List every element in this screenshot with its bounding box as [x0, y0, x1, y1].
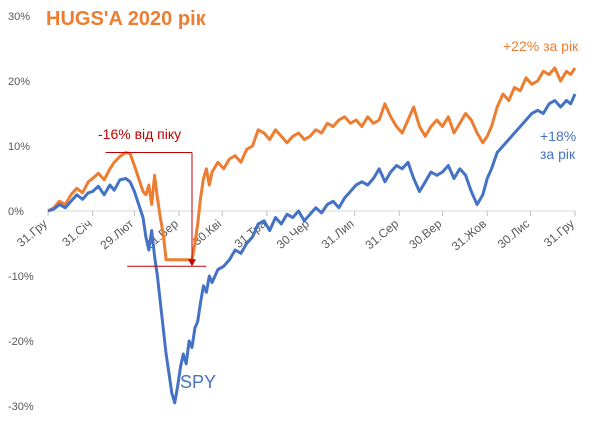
x-tick-label: 31.Сер	[363, 216, 402, 252]
series-line-orange	[47, 66, 577, 262]
annotation-blue-return: +18%	[540, 128, 577, 144]
x-tick-label: 29.Лют	[98, 216, 137, 252]
x-tick-label: 31.Лип	[319, 217, 357, 252]
drawdown-marker	[105, 152, 207, 267]
annotation-blue-return-period: за рік	[540, 146, 576, 162]
y-tick-label: -10%	[8, 271, 34, 283]
annotation-orange-return: +22% за рік	[503, 38, 579, 54]
y-tick-label: -20%	[8, 336, 34, 348]
annotation-drawdown: -16% від піку	[98, 126, 182, 142]
x-axis: 31.Гру 31.Січ 29.Лют 31.Бер 30.Кві 31.Тра 30.Ч…	[14, 210, 577, 254]
x-tick-label: 30.Вер	[406, 216, 444, 251]
x-tick-label: 31.Гру	[541, 217, 577, 250]
y-tick-label: 10%	[8, 141, 30, 153]
x-tick-label: 31.Січ	[59, 217, 94, 250]
x-tick-label: 30.Лис	[495, 217, 533, 252]
chart-title: HUGS'A 2020 рік	[46, 8, 206, 30]
annotation-spy: SPY	[180, 372, 217, 392]
series-line-spy	[47, 93, 577, 405]
y-tick-label: 30%	[8, 11, 30, 23]
x-tick-label: 31.Жов	[449, 217, 489, 254]
y-tick-label: 0%	[8, 206, 24, 218]
series-lines	[47, 66, 577, 405]
x-tick-label: 31.Гру	[14, 217, 50, 250]
y-tick-label: -30%	[8, 401, 34, 413]
drawdown-arrowhead	[187, 259, 196, 267]
y-tick-label: 20%	[8, 76, 30, 88]
y-axis: 30% 20% 10% 0% -10% -20% -30%	[8, 11, 34, 413]
